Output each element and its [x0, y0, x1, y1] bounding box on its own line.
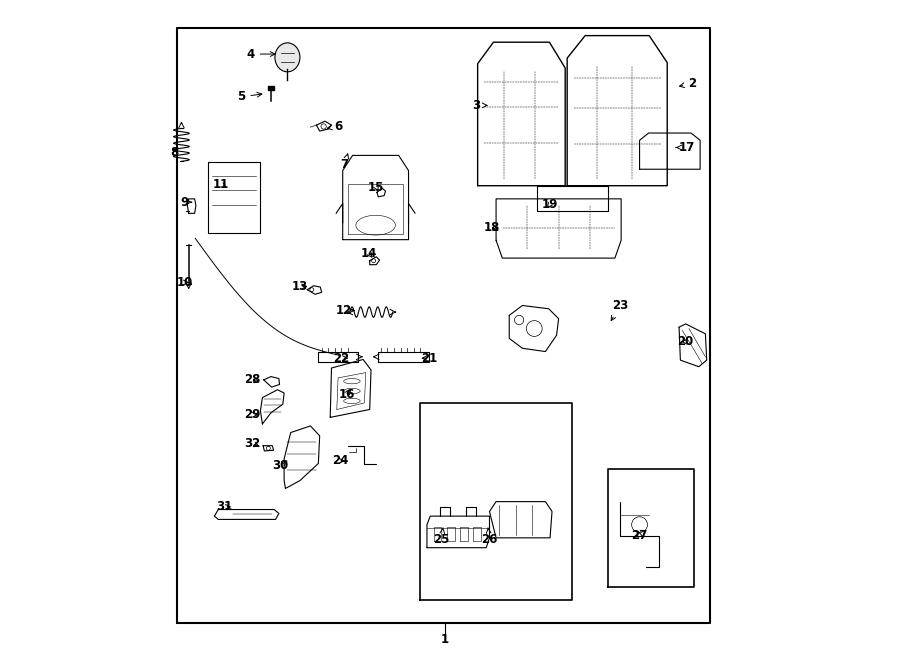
- Ellipse shape: [274, 43, 300, 72]
- Text: 1: 1: [441, 633, 449, 646]
- Text: 30: 30: [272, 459, 288, 472]
- Text: 14: 14: [361, 247, 377, 260]
- Text: 12: 12: [335, 304, 355, 317]
- Text: 32: 32: [245, 437, 261, 450]
- Text: 8: 8: [170, 146, 178, 159]
- Text: 21: 21: [421, 352, 437, 365]
- Text: 29: 29: [244, 408, 261, 421]
- Text: 25: 25: [433, 527, 450, 546]
- Text: 31: 31: [216, 500, 232, 514]
- Text: 16: 16: [338, 388, 355, 401]
- Text: 24: 24: [332, 454, 348, 467]
- Text: 10: 10: [176, 276, 193, 289]
- Text: 17: 17: [676, 141, 695, 154]
- Text: 11: 11: [212, 178, 230, 191]
- Text: 23: 23: [611, 299, 628, 321]
- Text: 26: 26: [482, 527, 498, 546]
- Text: 5: 5: [238, 91, 262, 103]
- Text: 27: 27: [632, 529, 648, 543]
- Text: 15: 15: [368, 180, 384, 194]
- Text: 6: 6: [328, 120, 342, 133]
- Bar: [267, 86, 274, 90]
- Text: 9: 9: [181, 196, 192, 209]
- Text: 7: 7: [340, 154, 348, 171]
- Text: 28: 28: [244, 373, 261, 387]
- Text: 13: 13: [292, 280, 308, 293]
- Text: 2: 2: [680, 77, 697, 90]
- Text: 4: 4: [247, 48, 275, 61]
- Text: 3: 3: [472, 99, 487, 112]
- Text: 20: 20: [678, 335, 694, 348]
- Text: 19: 19: [542, 198, 558, 211]
- Text: 18: 18: [483, 221, 500, 233]
- Text: 22: 22: [333, 352, 349, 365]
